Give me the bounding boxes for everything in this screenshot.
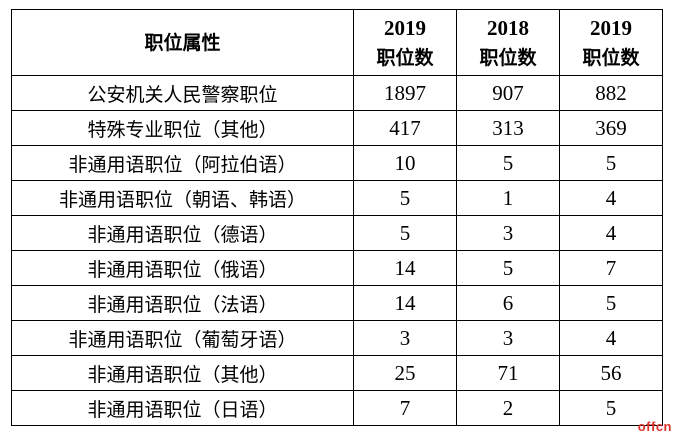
table-row: 非通用语职位（俄语） 14 5 7	[11, 250, 663, 286]
header-col-1-year: 2019	[384, 15, 426, 40]
table-row: 公安机关人民警察职位 1897 907 882	[11, 75, 663, 111]
table-row: 非通用语职位（阿拉伯语） 10 5 5	[11, 145, 663, 181]
row-value-2: 313	[456, 110, 560, 146]
row-value-3: 5	[559, 285, 663, 321]
row-value-1: 25	[353, 355, 457, 391]
row-value-2: 6	[456, 285, 560, 321]
row-value-1: 7	[353, 390, 457, 426]
row-name: 公安机关人民警察职位	[11, 75, 354, 111]
row-value-3: 56	[559, 355, 663, 391]
table-row: 特殊专业职位（其他） 417 313 369	[11, 110, 663, 146]
row-value-2: 3	[456, 215, 560, 251]
row-name: 非通用语职位（日语）	[11, 390, 354, 426]
row-value-1: 10	[353, 145, 457, 181]
row-name: 非通用语职位（其他）	[11, 355, 354, 391]
row-value-2: 1	[456, 180, 560, 216]
row-name: 非通用语职位（朝语、韩语）	[11, 180, 354, 216]
row-value-2: 2	[456, 390, 560, 426]
table-row: 非通用语职位（其他） 25 71 56	[11, 355, 663, 391]
row-name: 非通用语职位（俄语）	[11, 250, 354, 286]
row-value-1: 1897	[353, 75, 457, 111]
header-col-2: 2018 职位数	[456, 9, 560, 76]
header-col-3-year: 2019	[590, 15, 632, 40]
header-row: 职位属性 2019 职位数 2018 职位数 2019 职位数	[11, 9, 663, 76]
header-col-2-year: 2018	[487, 15, 529, 40]
row-value-1: 14	[353, 285, 457, 321]
row-value-2: 5	[456, 145, 560, 181]
row-name: 特殊专业职位（其他）	[11, 110, 354, 146]
row-name: 非通用语职位（葡萄牙语）	[11, 320, 354, 356]
table-row: 非通用语职位（葡萄牙语） 3 3 4	[11, 320, 663, 356]
row-name: 非通用语职位（德语）	[11, 215, 354, 251]
row-value-2: 3	[456, 320, 560, 356]
row-value-1: 5	[353, 215, 457, 251]
positions-table: 职位属性 2019 职位数 2018 职位数 2019 职位数 公安机关人民警察…	[11, 9, 663, 426]
row-value-3: 4	[559, 215, 663, 251]
row-value-2: 71	[456, 355, 560, 391]
row-value-3: 369	[559, 110, 663, 146]
row-value-3: 4	[559, 180, 663, 216]
row-name: 非通用语职位（阿拉伯语）	[11, 145, 354, 181]
header-col-2-label: 职位数	[479, 46, 537, 69]
header-col-1: 2019 职位数	[353, 9, 457, 76]
row-value-3: 5	[559, 145, 663, 181]
row-value-2: 5	[456, 250, 560, 286]
row-name: 非通用语职位（法语）	[11, 285, 354, 321]
table-row: 非通用语职位（日语） 7 2 5	[11, 390, 663, 426]
header-col-3: 2019 职位数	[559, 9, 663, 76]
header-col-3-label: 职位数	[582, 46, 640, 69]
row-value-1: 3	[353, 320, 457, 356]
row-value-2: 907	[456, 75, 560, 111]
row-value-3: 4	[559, 320, 663, 356]
table-row: 非通用语职位（法语） 14 6 5	[11, 285, 663, 321]
table-row: 非通用语职位（德语） 5 3 4	[11, 215, 663, 251]
header-attribute: 职位属性	[11, 9, 354, 76]
row-value-3: 7	[559, 250, 663, 286]
header-col-1-label: 职位数	[376, 46, 434, 69]
offcn-watermark: offcn	[637, 419, 672, 434]
row-value-1: 14	[353, 250, 457, 286]
row-value-1: 417	[353, 110, 457, 146]
table-row: 非通用语职位（朝语、韩语） 5 1 4	[11, 180, 663, 216]
row-value-3: 882	[559, 75, 663, 111]
row-value-1: 5	[353, 180, 457, 216]
row-value-3: 5	[559, 390, 663, 426]
